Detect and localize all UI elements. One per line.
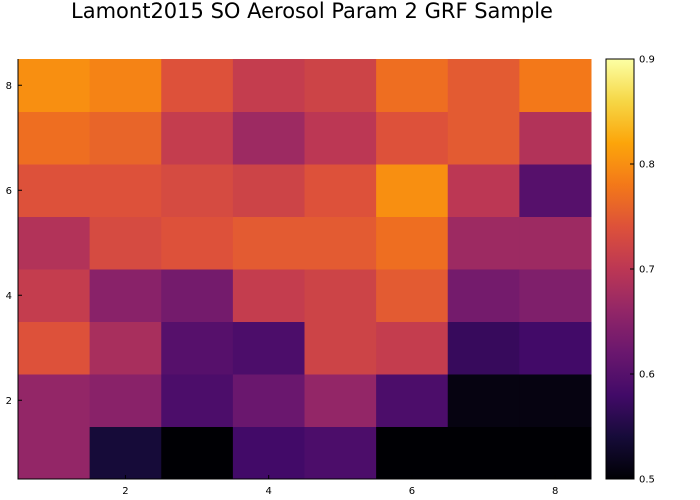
heatmap-cell-r5-c1 xyxy=(18,216,91,270)
heatmap-cell-r4-c6 xyxy=(376,269,449,322)
x-tick-label: 4 xyxy=(266,486,272,497)
heatmap-cell-r7-c7 xyxy=(447,111,520,165)
heatmap-cell-r8-c3 xyxy=(161,59,234,112)
heatmap-cell-r8-c1 xyxy=(18,59,91,112)
heatmap-cell-r8-c2 xyxy=(89,59,162,112)
colorbar-tick-label: 0.7 xyxy=(639,265,655,276)
heatmap-cell-r2-c3 xyxy=(161,374,234,427)
y-tick-label: 4 xyxy=(6,291,12,302)
heatmap-cell-r3-c3 xyxy=(161,321,234,375)
heatmap-cell-r3-c2 xyxy=(89,321,162,375)
heatmap-cell-r4-c1 xyxy=(18,269,91,322)
heatmap-cell-r7-c1 xyxy=(18,111,91,165)
heatmap-cell-r8-c4 xyxy=(232,59,305,112)
heatmap-cell-r5-c5 xyxy=(304,216,377,270)
heatmap-cell-r7-c5 xyxy=(304,111,377,165)
heatmap-cell-r4-c7 xyxy=(447,269,520,322)
heatmap-cell-r6-c1 xyxy=(18,164,91,217)
heatmap-cell-r1-c1 xyxy=(18,426,91,480)
heatmap-cell-r1-c3 xyxy=(161,426,234,480)
heatmap-cell-r4-c5 xyxy=(304,269,377,322)
x-tick-label: 2 xyxy=(122,486,128,497)
heatmap-cell-r6-c6 xyxy=(376,164,449,217)
heatmap-cell-r6-c8 xyxy=(519,164,592,217)
heatmap-cell-r8-c7 xyxy=(447,59,520,112)
heatmap-cell-r7-c2 xyxy=(89,111,162,165)
heatmap-cell-r7-c4 xyxy=(232,111,305,165)
heatmap-cells xyxy=(18,59,592,480)
heatmap-cell-r2-c1 xyxy=(18,374,91,427)
heatmap-cell-r1-c8 xyxy=(519,426,592,480)
colorbar xyxy=(605,58,635,480)
heatmap-cell-r7-c3 xyxy=(161,111,234,165)
colorbar-tick-label: 0.8 xyxy=(639,160,655,171)
heatmap-cell-r2-c7 xyxy=(447,374,520,427)
heatmap-cell-r2-c6 xyxy=(376,374,449,427)
heatmap-cell-r4-c4 xyxy=(232,269,305,322)
heatmap-cell-r5-c4 xyxy=(232,216,305,270)
heatmap-cell-r7-c8 xyxy=(519,111,592,165)
colorbar-tick-label: 0.6 xyxy=(639,370,655,381)
heatmap-cell-r8-c8 xyxy=(519,59,592,112)
y-tick-label: 8 xyxy=(6,81,12,92)
y-tick-label: 2 xyxy=(6,396,12,407)
heatmap-cell-r6-c7 xyxy=(447,164,520,217)
heatmap-cell-r5-c2 xyxy=(89,216,162,270)
heatmap-cell-r3-c1 xyxy=(18,321,91,375)
heatmap-cell-r6-c2 xyxy=(89,164,162,217)
heatmap-cell-r3-c4 xyxy=(232,321,305,375)
x-tick-label: 8 xyxy=(552,486,558,497)
heatmap-cell-r5-c3 xyxy=(161,216,234,270)
heatmap-cell-r8-c5 xyxy=(304,59,377,112)
heatmap-cell-r1-c7 xyxy=(447,426,520,480)
colorbar-tick-label: 0.5 xyxy=(639,475,655,486)
heatmap-cell-r4-c8 xyxy=(519,269,592,322)
heatmap-cell-r6-c3 xyxy=(161,164,234,217)
heatmap-cell-r3-c6 xyxy=(376,321,449,375)
heatmap-cell-r2-c2 xyxy=(89,374,162,427)
heatmap-cell-r5-c6 xyxy=(376,216,449,270)
heatmap-cell-r1-c2 xyxy=(89,426,162,480)
heatmap-cell-r2-c5 xyxy=(304,374,377,427)
heatmap-cell-r4-c2 xyxy=(89,269,162,322)
heatmap-cell-r1-c6 xyxy=(376,426,449,480)
heatmap-cell-r3-c5 xyxy=(304,321,377,375)
heatmap-cell-r2-c4 xyxy=(232,374,305,427)
colorbar-tick-label: 0.9 xyxy=(639,55,655,66)
x-axis: 2 4 6 8 xyxy=(122,475,558,497)
x-tick-label: 6 xyxy=(409,486,415,497)
heatmap-cell-r1-c5 xyxy=(304,426,377,480)
chart-title: Lamont2015 SO Aerosol Param 2 GRF Sample xyxy=(71,0,553,23)
heatmap-cell-r5-c8 xyxy=(519,216,592,270)
heatmap-cell-r5-c7 xyxy=(447,216,520,270)
heatmap-cell-r2-c8 xyxy=(519,374,592,427)
heatmap-cell-r1-c4 xyxy=(232,426,305,480)
axis-lines xyxy=(17,59,591,480)
heatmap-cell-r7-c6 xyxy=(376,111,449,165)
y-axis: 2 4 6 8 xyxy=(6,81,22,407)
heatmap-cell-r6-c4 xyxy=(232,164,305,217)
y-tick-label: 6 xyxy=(6,186,12,197)
heatmap-cell-r3-c7 xyxy=(447,321,520,375)
heatmap-cell-r3-c8 xyxy=(519,321,592,375)
heatmap-cell-r4-c3 xyxy=(161,269,234,322)
heatmap-cell-r8-c6 xyxy=(376,59,449,112)
colorbar-axis: 0.5 0.6 0.7 0.8 0.9 xyxy=(630,55,655,486)
heatmap-cell-r6-c5 xyxy=(304,164,377,217)
